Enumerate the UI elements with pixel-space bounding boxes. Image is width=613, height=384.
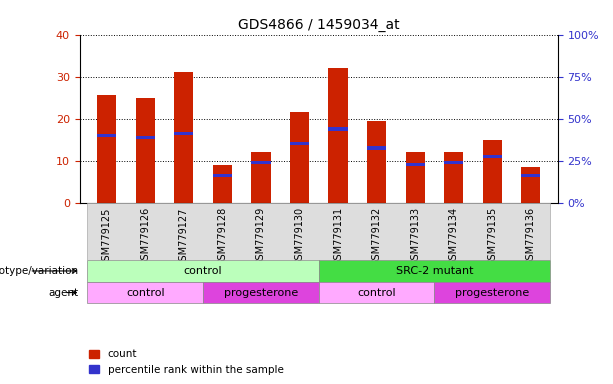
Bar bbox=[329, 127, 348, 131]
Text: control: control bbox=[357, 288, 396, 298]
Bar bbox=[251, 152, 270, 203]
Text: GSM779128: GSM779128 bbox=[218, 207, 227, 266]
Text: control: control bbox=[126, 288, 164, 298]
Bar bbox=[174, 72, 194, 203]
Text: GSM779130: GSM779130 bbox=[294, 207, 305, 266]
Bar bbox=[213, 174, 232, 177]
Bar bbox=[97, 134, 116, 137]
Bar bbox=[319, 282, 435, 303]
Text: agent: agent bbox=[49, 288, 79, 298]
Bar bbox=[135, 98, 155, 203]
Text: GSM779135: GSM779135 bbox=[487, 207, 497, 266]
Text: GSM779136: GSM779136 bbox=[526, 207, 536, 266]
Text: GSM779134: GSM779134 bbox=[449, 207, 459, 266]
Bar bbox=[203, 282, 319, 303]
Bar bbox=[367, 146, 386, 150]
Bar bbox=[367, 121, 386, 203]
Text: SRC-2 mutant: SRC-2 mutant bbox=[395, 266, 473, 276]
Bar bbox=[319, 260, 550, 282]
Text: GSM779132: GSM779132 bbox=[371, 207, 382, 266]
Bar bbox=[329, 68, 348, 203]
Bar bbox=[88, 260, 319, 282]
Bar bbox=[251, 161, 270, 164]
Bar bbox=[174, 132, 194, 135]
Text: genotype/variation: genotype/variation bbox=[0, 266, 79, 276]
Bar bbox=[135, 136, 155, 139]
Bar bbox=[444, 152, 463, 203]
Bar bbox=[88, 282, 203, 303]
Bar bbox=[521, 167, 541, 203]
Text: GSM779127: GSM779127 bbox=[179, 207, 189, 266]
Text: GSM779125: GSM779125 bbox=[102, 207, 112, 266]
Title: GDS4866 / 1459034_at: GDS4866 / 1459034_at bbox=[238, 18, 400, 32]
Legend: count, percentile rank within the sample: count, percentile rank within the sample bbox=[85, 345, 288, 379]
Bar bbox=[97, 96, 116, 203]
Bar bbox=[482, 139, 502, 203]
Text: GSM779133: GSM779133 bbox=[410, 207, 420, 266]
Bar bbox=[521, 174, 541, 177]
Bar bbox=[435, 282, 550, 303]
Text: progesterone: progesterone bbox=[455, 288, 530, 298]
Bar bbox=[444, 161, 463, 164]
Bar bbox=[290, 112, 309, 203]
Text: control: control bbox=[184, 266, 223, 276]
Text: GSM779129: GSM779129 bbox=[256, 207, 266, 266]
Bar bbox=[482, 155, 502, 158]
Bar bbox=[290, 142, 309, 146]
Bar bbox=[406, 163, 425, 166]
Text: GSM779131: GSM779131 bbox=[333, 207, 343, 266]
Bar bbox=[213, 165, 232, 203]
Text: progesterone: progesterone bbox=[224, 288, 298, 298]
Bar bbox=[406, 152, 425, 203]
Text: GSM779126: GSM779126 bbox=[140, 207, 150, 266]
